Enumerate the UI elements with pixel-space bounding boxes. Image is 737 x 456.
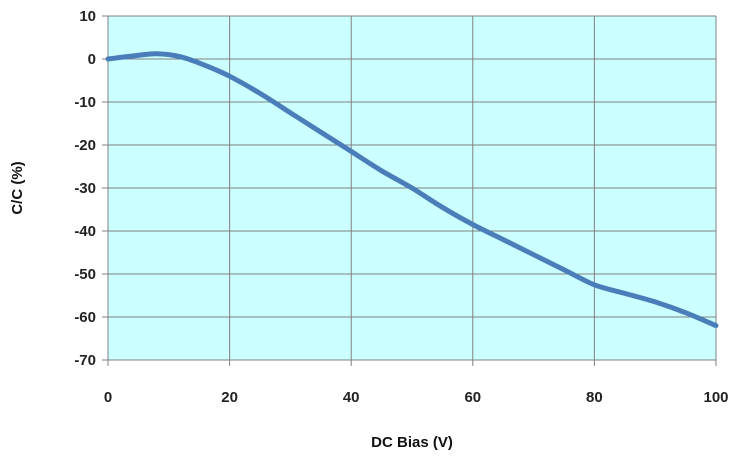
y-tick-label: -40: [74, 223, 96, 240]
y-tick-label: 10: [79, 8, 96, 25]
y-tick-label: -20: [74, 137, 96, 154]
x-axis-title: DC Bias (V): [371, 434, 453, 451]
y-axis-title: C/C (%): [9, 161, 26, 214]
y-tick-label: -50: [74, 266, 96, 283]
x-tick-label: 80: [586, 389, 603, 406]
y-tick-label: -70: [74, 352, 96, 369]
x-tick-label: 20: [221, 389, 238, 406]
y-tick-label: 0: [88, 51, 96, 68]
y-tick-label: -60: [74, 309, 96, 326]
x-tick-label: 40: [343, 389, 360, 406]
x-tick-label: 0: [104, 389, 112, 406]
y-tick-label: -30: [74, 180, 96, 197]
series-line: [105, 51, 719, 329]
x-tick-label: 60: [464, 389, 481, 406]
x-tick-label: 100: [703, 389, 728, 406]
y-tick-label: -10: [74, 94, 96, 111]
x-axis-ticks: 0 20 40 60 80 100: [104, 360, 729, 406]
y-axis-ticks: 10 0 -10 -20 -30 -40 -50 -60 -70: [74, 8, 108, 369]
